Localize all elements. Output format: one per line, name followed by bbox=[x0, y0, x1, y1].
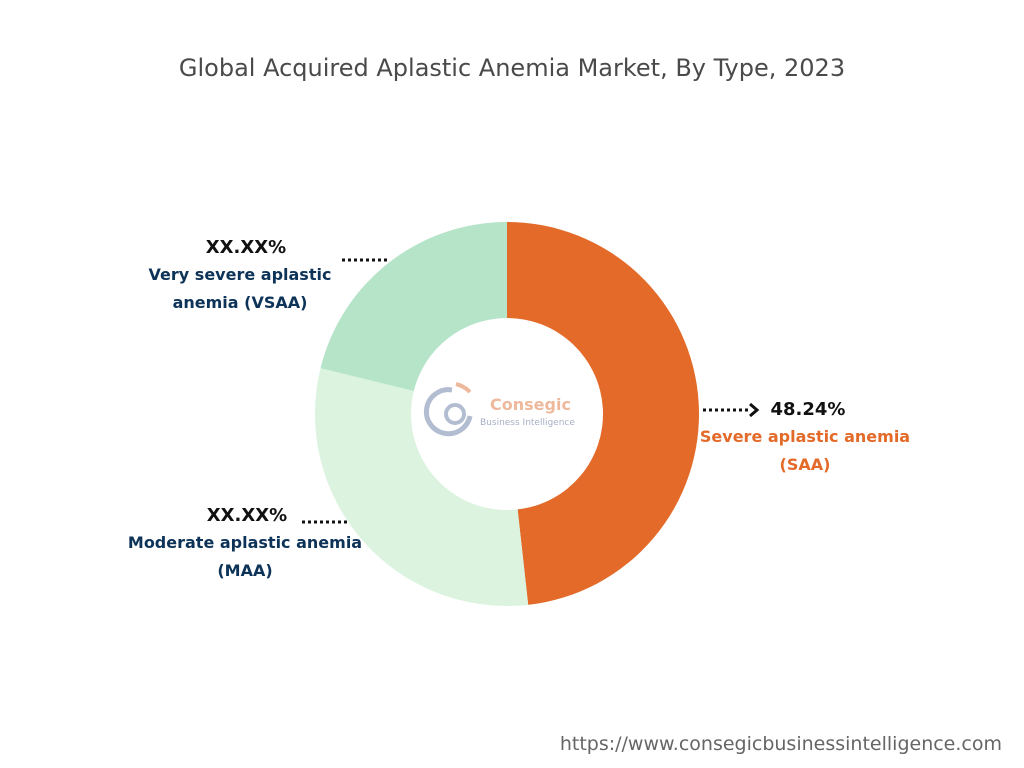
category-label: Moderate aplastic anemia (MAA) bbox=[127, 533, 363, 580]
donut-slice bbox=[507, 222, 699, 605]
value-label: XX.XX% bbox=[206, 505, 288, 526]
leader-lines bbox=[302, 258, 760, 524]
logo-icon bbox=[444, 403, 466, 425]
category-label: Very severe aplastic anemia (VSAA) bbox=[148, 265, 332, 312]
logo-icon bbox=[455, 382, 472, 394]
donut-slice bbox=[315, 368, 529, 606]
source-url: https://www.consegicbusinessintelligence… bbox=[559, 733, 1002, 755]
donut bbox=[315, 222, 699, 606]
logo-icon bbox=[423, 387, 473, 437]
value-label: 48.24% bbox=[770, 399, 846, 420]
value-label: XX.XX% bbox=[205, 237, 287, 258]
arrow-head bbox=[749, 402, 760, 418]
category-label: Severe aplastic anemia (SAA) bbox=[699, 427, 911, 474]
chart-title: Global Acquired Aplastic Anemia Market, … bbox=[178, 54, 846, 82]
logo: Consegic Business Intelligence bbox=[423, 382, 575, 437]
donut-slice bbox=[320, 222, 507, 392]
logo-tagline: Business Intelligence bbox=[480, 418, 575, 428]
logo-name: Consegic bbox=[490, 395, 571, 414]
